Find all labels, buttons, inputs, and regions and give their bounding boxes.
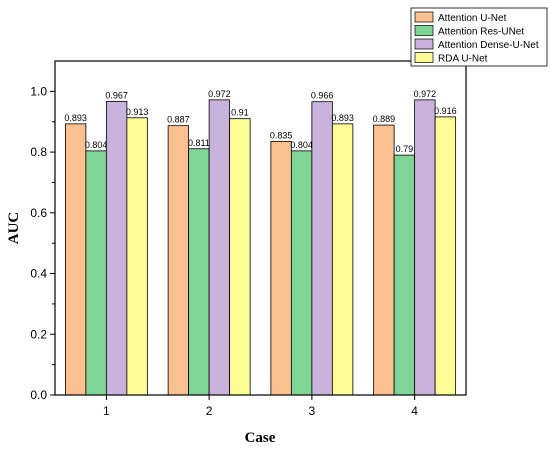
x-tick-label: 1	[103, 404, 110, 418]
bar	[208, 99, 231, 396]
y-tick-label: 1.0	[30, 84, 47, 98]
y-tick-label: 0.4	[30, 267, 47, 281]
legend-swatch	[414, 52, 434, 63]
x-tick-label: 3	[309, 404, 316, 418]
legend-swatch	[414, 11, 434, 23]
bar	[167, 125, 190, 396]
bar	[126, 117, 148, 396]
legend-swatch	[414, 38, 434, 50]
x-tick-label: 4	[411, 404, 418, 418]
bar-value-label: 0.893	[331, 113, 354, 123]
bar	[188, 148, 210, 396]
y-tick-label: 0.6	[30, 206, 47, 220]
bar-value-label: 0.804	[85, 140, 108, 150]
bar-value-label: 0.972	[414, 89, 437, 99]
bar	[311, 101, 333, 396]
bar-value-label: 0.967	[105, 90, 128, 100]
bar-value-label: 0.811	[188, 138, 210, 148]
bar-value-label: 0.887	[167, 115, 190, 125]
legend-frame	[410, 7, 548, 67]
bar	[331, 123, 354, 396]
y-tick-label: 0.8	[30, 145, 47, 159]
bar-value-label: 0.889	[373, 114, 396, 124]
bar	[85, 150, 107, 396]
bar-value-label: 0.91	[231, 108, 249, 118]
axes-layer: 0.0 0.2 0.4 0.6 0.8 1.0 1 2 3 4	[30, 60, 467, 418]
bar	[393, 154, 416, 396]
bar-value-label: 0.804	[290, 140, 313, 150]
legend-label: RDA U-Net	[438, 54, 488, 65]
plot-layer: 0.8930.8040.9670.9130.8870.8110.9720.910…	[64, 89, 457, 396]
bar	[105, 100, 128, 396]
bar	[64, 123, 87, 396]
y-tick-label: 0.2	[30, 327, 47, 341]
bar	[229, 118, 251, 396]
bar	[414, 99, 436, 396]
bar-value-label: 0.913	[126, 107, 149, 117]
legend-swatch	[414, 25, 434, 36]
bar-value-label: 0.966	[311, 91, 334, 101]
bar-value-label: 0.893	[64, 113, 87, 123]
legend: Attention U-Net Attention Res-UNet Attenti…	[410, 7, 548, 67]
y-axis-title: AUC	[6, 212, 22, 245]
bar	[290, 150, 313, 396]
legend-label: Attention Res-UNet	[438, 27, 524, 38]
plot-frame	[54, 60, 467, 396]
legend-label: Attention Dense-U-Net	[438, 40, 539, 51]
x-tick-label: 2	[206, 404, 213, 418]
bar-value-label: 0.835	[270, 130, 293, 140]
x-axis-title: Case	[245, 430, 276, 446]
bar-value-label: 0.79	[396, 144, 414, 154]
bar-value-label: 0.916	[434, 106, 457, 116]
legend-label: Attention U-Net	[438, 13, 507, 24]
bar	[434, 116, 457, 396]
bar	[373, 124, 395, 396]
bar-value-label: 0.972	[208, 89, 231, 99]
bar	[270, 141, 292, 396]
y-tick-label: 0.0	[30, 388, 47, 402]
